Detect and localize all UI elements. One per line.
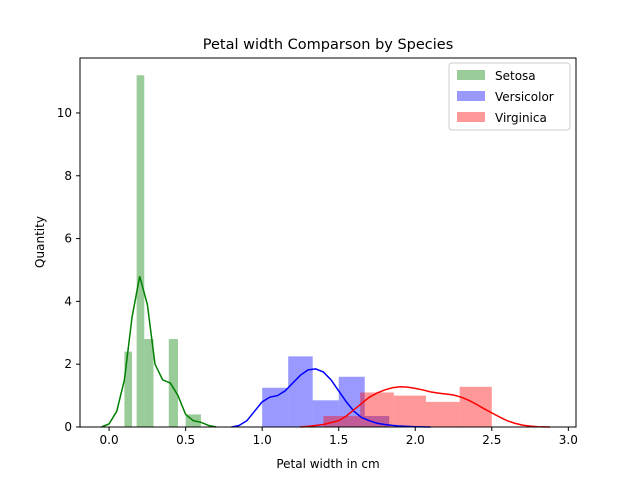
x-tick-label: 1.0 [253, 433, 272, 447]
x-axis-label: Petal width in cm [276, 457, 379, 471]
bars-layer [124, 75, 492, 427]
virginica-bar-1 [360, 392, 394, 427]
y-tick-label: 4 [64, 294, 72, 308]
x-tick-label: 0.0 [100, 433, 119, 447]
y-tick-label: 8 [64, 169, 72, 183]
y-axis-label: Quantity [33, 216, 47, 268]
virginica-bar-4 [459, 386, 492, 427]
y-tick-label: 0 [64, 420, 72, 434]
plot-area-frame [79, 57, 577, 428]
virginica-bar-2 [393, 395, 426, 427]
versicolor-bar-1 [288, 356, 313, 427]
setosa-bar-0 [124, 351, 133, 427]
x-tick-label: 2.0 [406, 433, 425, 447]
versicolor-bar-4 [364, 416, 390, 427]
legend: Setosa Versicolor Virginica [448, 62, 571, 131]
x-tick-label: 1.5 [329, 433, 348, 447]
y-tick-label: 2 [64, 357, 72, 371]
virginica-bar-0 [323, 416, 361, 427]
chart-title: Petal width Comparson by Species [203, 37, 454, 53]
x-tick-label: 3.0 [559, 433, 578, 447]
legend-swatch-virginica [457, 112, 485, 122]
legend-swatch-versicolor [457, 91, 485, 101]
legend-box [448, 62, 571, 131]
x-axis: 0.0 0.5 1.0 1.5 2.0 2.5 3.0 [100, 427, 578, 447]
y-axis: 0 2 4 6 8 10 [57, 106, 80, 434]
legend-label-versicolor: Versicolor [495, 90, 554, 104]
x-tick-label: 2.5 [482, 433, 501, 447]
versicolor-kde-line [231, 368, 431, 428]
setosa-bar-3 [168, 339, 178, 427]
kde-layer [101, 276, 550, 428]
virginica-kde-line [300, 386, 550, 428]
y-tick-label: 6 [64, 232, 72, 246]
versicolor-bar-0 [262, 387, 289, 427]
setosa-bar-2 [144, 339, 154, 427]
virginica-bar-3 [425, 401, 460, 427]
legend-swatch-setosa [457, 70, 485, 80]
setosa-bar-1 [136, 75, 145, 427]
legend-label-virginica: Virginica [495, 111, 547, 125]
x-tick-label: 0.5 [176, 433, 195, 447]
setosa-kde-line [101, 276, 217, 428]
legend-label-setosa: Setosa [495, 69, 536, 83]
y-tick-label: 10 [57, 106, 72, 120]
